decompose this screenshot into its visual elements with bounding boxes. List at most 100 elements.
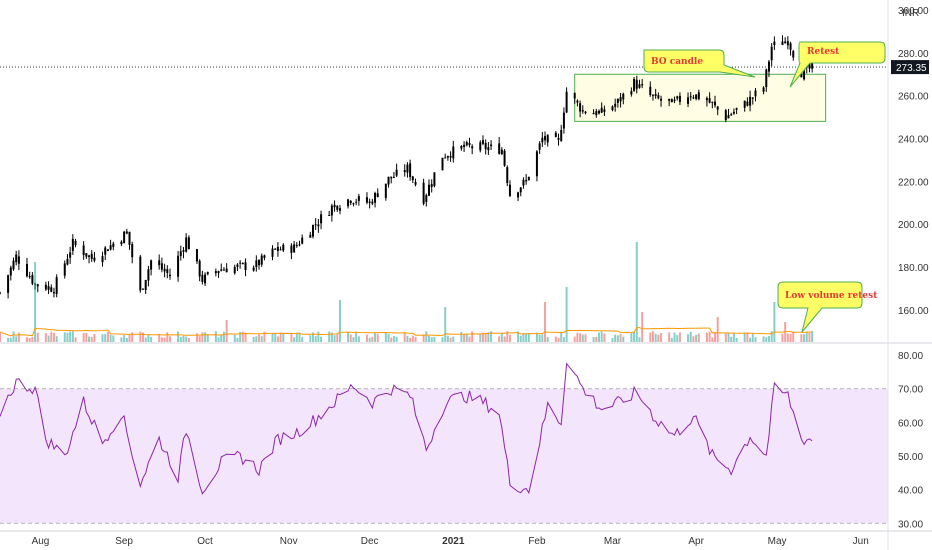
- candle-body: [139, 256, 142, 291]
- candle-body: [687, 97, 690, 104]
- candle-body: [765, 69, 768, 88]
- volume-bar: [765, 337, 768, 342]
- volume-bar: [17, 332, 20, 342]
- time-tick-label: Oct: [197, 536, 213, 547]
- candle-body: [131, 243, 134, 258]
- candle-body: [93, 257, 96, 261]
- volume-bar: [490, 331, 493, 342]
- volume-bar: [673, 332, 676, 342]
- volume-bar: [168, 336, 171, 342]
- candle-body: [581, 110, 584, 112]
- candle-body: [611, 106, 614, 111]
- volume-bar: [546, 337, 549, 342]
- candle-body: [125, 231, 128, 234]
- candle-body: [336, 205, 339, 210]
- volume-bar: [541, 334, 544, 342]
- candle-body: [279, 249, 282, 251]
- volume-bar: [554, 336, 557, 342]
- volume-bar: [808, 332, 811, 342]
- candle-body: [433, 172, 436, 187]
- volume-bar: [12, 331, 15, 342]
- price-tick-label: 240.00: [898, 135, 929, 146]
- volume-bar: [15, 336, 18, 342]
- volume-bar: [206, 334, 209, 342]
- candle-body: [179, 251, 182, 257]
- volume-bar: [365, 334, 368, 342]
- volume-bars: [0, 242, 814, 342]
- volume-bar: [660, 332, 663, 342]
- candle-body: [411, 176, 414, 181]
- volume-bar: [0, 332, 1, 342]
- volume-bar: [131, 332, 134, 342]
- volume-bar: [633, 331, 636, 342]
- volume-bar: [144, 337, 147, 342]
- volume-bar: [295, 332, 298, 342]
- breakout-box: [574, 73, 827, 122]
- candle-body: [15, 254, 18, 263]
- rsi-band: [0, 388, 888, 524]
- volume-bar: [535, 332, 538, 342]
- candle-body: [241, 262, 244, 264]
- candle-body: [347, 199, 350, 207]
- volume-bar: [282, 333, 285, 342]
- volume-bar: [349, 334, 352, 342]
- volume-bar: [584, 334, 587, 342]
- candle-body: [330, 205, 333, 216]
- volume-bar: [749, 337, 752, 342]
- candles: [0, 35, 814, 299]
- volume-bar: [160, 337, 163, 342]
- retest-label: Retest: [807, 47, 840, 57]
- time-tick-label: Nov: [280, 536, 298, 547]
- candle-body: [355, 201, 358, 203]
- volume-bar: [481, 332, 484, 342]
- volume-bar: [85, 332, 88, 342]
- volume-bar: [411, 335, 414, 342]
- volume-bar: [714, 332, 717, 342]
- volume-bar: [320, 336, 323, 342]
- volume-bar: [614, 334, 617, 342]
- breakout-box-group: [574, 73, 827, 122]
- volume-bar: [695, 334, 698, 342]
- volume-bar: [36, 332, 39, 342]
- candle-body: [328, 214, 331, 216]
- candle-body: [204, 274, 207, 284]
- candle-body: [446, 156, 449, 158]
- volume-bar: [352, 337, 355, 342]
- volume-bar: [150, 336, 153, 342]
- candle-body: [333, 204, 336, 208]
- price-tick-label: 280.00: [898, 49, 929, 60]
- rsi-tick-label: 30.00: [898, 519, 923, 530]
- candle-body: [414, 181, 417, 185]
- candle-body: [754, 90, 757, 97]
- candle-body: [519, 187, 522, 193]
- candle-body: [163, 268, 166, 272]
- candle-body: [290, 245, 293, 253]
- volume-bar: [101, 334, 104, 342]
- candle-body: [743, 100, 746, 108]
- volume-bar: [233, 334, 236, 342]
- volume-bar: [595, 336, 598, 342]
- volume-bar: [730, 336, 733, 342]
- rsi-tick-label: 50.00: [898, 452, 923, 463]
- volume-bar: [403, 332, 406, 342]
- volume-bar: [597, 332, 600, 342]
- candle-body: [560, 129, 563, 141]
- volume-bar: [158, 333, 161, 342]
- price-tick-label: 200.00: [898, 220, 929, 231]
- candle-body: [104, 247, 107, 255]
- volume-bar: [82, 332, 85, 342]
- candle-body: [255, 260, 258, 268]
- rsi-line: [0, 362, 813, 495]
- last-price-tag: [891, 60, 929, 75]
- candle-body: [201, 274, 204, 282]
- volume-bar: [433, 336, 436, 342]
- candle-body: [185, 237, 188, 252]
- volume-bar: [576, 332, 579, 342]
- volume-bar: [708, 331, 711, 342]
- volume-bar: [800, 334, 803, 342]
- candle-body: [47, 286, 50, 290]
- candle-body: [697, 92, 700, 100]
- time-tick-label: 2021: [442, 536, 465, 547]
- candle-body: [123, 231, 126, 244]
- volume-bar: [139, 331, 142, 342]
